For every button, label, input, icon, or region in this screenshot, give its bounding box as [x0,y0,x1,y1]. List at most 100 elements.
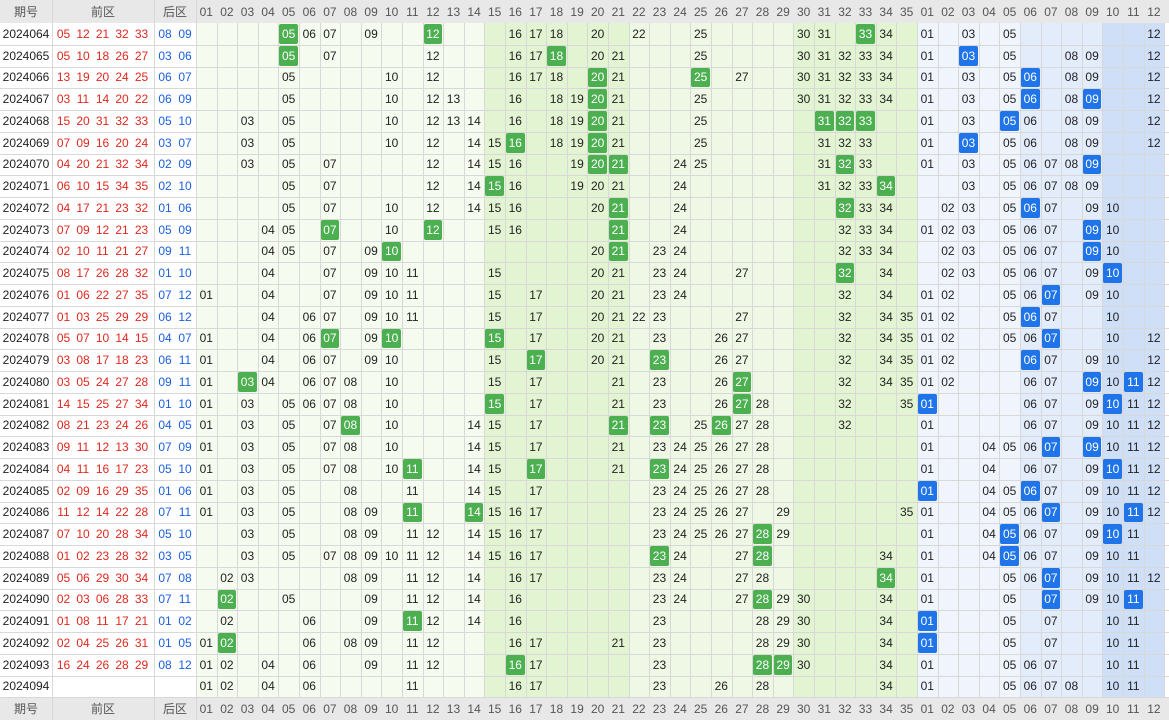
front-column-header: 31 [817,4,831,19]
front-column-header: 13 [446,4,461,19]
front-number: 23 [134,353,149,368]
front-miss-value: 10 [385,113,399,128]
front-miss-value: 02 [220,570,234,585]
front-miss-value: 33 [858,48,873,63]
front-miss-value: 12 [426,570,440,585]
front-column-header: 29 [776,701,790,716]
front-miss-value: 03 [240,440,255,455]
period-cell: 2024065 [2,48,50,63]
front-number: 11 [96,244,109,259]
column-divider [649,23,651,697]
front-column-header: 01 [199,4,213,19]
back-miss-value: 07 [1044,527,1058,542]
front-miss-value: 31 [817,179,831,194]
front-miss-value: 04 [261,222,275,237]
front-miss-value: 06 [302,396,316,411]
back-miss-value: 01 [920,592,934,607]
column-divider [958,23,960,697]
front-miss-value: 16 [508,26,522,41]
front-number: 26 [95,266,110,281]
column-divider [319,23,321,697]
front-miss-value: 15 [488,527,502,542]
front-miss-value: 12 [426,657,440,672]
front-miss-value: 05 [282,135,296,150]
back-miss-value: 11 [1127,570,1140,585]
period-cell: 2024078 [2,331,50,346]
front-column-header: 25 [694,4,708,19]
front-miss-value: 24 [673,592,687,607]
front-miss-value: 09 [364,331,378,346]
column-divider [1020,23,1021,697]
front-miss-value: 26 [714,679,728,694]
back-miss-value: 10 [1106,222,1120,237]
front-miss-value: 07 [323,48,337,63]
front-column-header: 17 [529,701,543,716]
period-cell: 2024094 [2,679,50,694]
back-column-header: 06 [1023,701,1037,716]
front-column-bg [731,23,753,697]
front-number: 12 [95,440,110,455]
front-column-header: 30 [797,701,811,716]
back-miss-value: 06 [1023,505,1037,520]
front-miss-value: 23 [652,657,667,672]
front-miss-value: 08 [343,374,358,389]
front-hit-marker: 10 [382,241,401,262]
front-hit-marker: 12 [423,219,443,240]
back-miss-value: 01 [920,70,934,85]
front-number: 17 [76,266,90,281]
back-miss-value: 03 [961,244,976,259]
period-cell: 2024091 [2,614,50,629]
back-miss-value: 05 [1003,135,1017,150]
back-miss-value: 10 [1106,200,1120,215]
front-number: 17 [76,200,90,215]
front-miss-value: 22 [632,309,646,324]
front-miss-value: 21 [611,287,625,302]
row-divider [0,44,1169,46]
front-miss-value: 18 [549,113,564,128]
front-miss-value: 09 [364,287,378,302]
back-miss-value: 06 [1023,266,1037,281]
front-miss-value: 23 [652,374,667,389]
front-column-bg [278,23,299,697]
front-column-header: 15 [488,4,502,19]
front-column-header: 12 [426,701,440,716]
front-miss-value: 01 [199,483,213,498]
front-number: 09 [56,440,71,455]
front-hit-marker: 20 [588,89,607,109]
front-hit-marker: 21 [609,198,628,218]
front-number: 34 [115,179,129,194]
front-number: 03 [76,592,90,607]
front-hit-marker: 25 [691,67,710,88]
back-miss-value: 06 [1023,157,1037,172]
back-miss-value: 01 [920,113,934,128]
front-column-header: 08 [343,4,358,19]
front-miss-value: 14 [467,135,481,150]
front-miss-value: 32 [838,331,852,346]
back-hit-marker: 10 [1103,524,1122,544]
front-column-header: 34 [879,701,893,716]
front-column-header: 16 [508,4,522,19]
front-miss-value: 09 [364,657,378,672]
back-miss-value: 06 [1023,287,1037,302]
front-miss-value: 25 [694,505,708,520]
front-miss-value: 12 [426,179,440,194]
back-miss-value: 10 [1106,374,1120,389]
column-divider [154,0,155,720]
back-miss-value: 07 [1044,657,1058,672]
front-miss-value: 06 [302,679,316,694]
front-miss-value: 09 [364,353,378,368]
back-number: 02 [178,614,192,629]
back-miss-value: 01 [920,505,934,520]
front-miss-value: 04 [261,244,275,259]
front-number: 06 [56,179,71,194]
front-column-header: 05 [282,701,296,716]
front-number: 13 [115,440,129,455]
front-number: 02 [56,483,71,498]
row-divider [0,66,1169,68]
back-miss-value: 03 [961,26,976,41]
front-column-header: 26 [714,4,728,19]
front-hit-marker: 11 [403,459,422,479]
period-cell: 2024074 [2,244,50,259]
back-column-header: 01 [920,701,934,716]
back-number: 05 [178,635,192,650]
